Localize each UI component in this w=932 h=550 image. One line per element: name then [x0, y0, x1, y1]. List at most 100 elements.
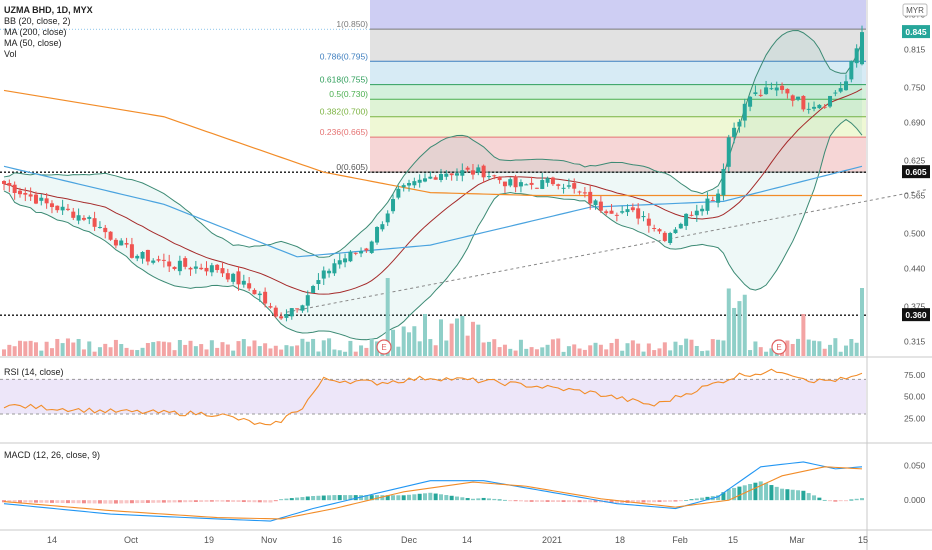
macd-histogram-bar	[854, 498, 859, 501]
macd-histogram-bar	[215, 500, 220, 502]
volume-bar	[289, 346, 294, 356]
volume-bar	[273, 345, 278, 356]
price-axis-tick: 0.815	[904, 45, 926, 55]
macd-histogram-bar	[364, 495, 369, 501]
volume-bar	[625, 343, 630, 356]
volume-bar	[790, 343, 795, 356]
macd-histogram-bar	[295, 497, 300, 501]
volume-bar	[758, 347, 763, 356]
x-axis-tick: 19	[204, 535, 214, 545]
volume-bar	[673, 341, 678, 356]
macd-histogram-bar	[822, 499, 827, 501]
volume-bar	[279, 349, 284, 356]
macd-histogram-bar	[833, 500, 838, 502]
candle-body	[380, 224, 385, 230]
candle-body	[284, 313, 289, 318]
candle-body	[801, 95, 806, 110]
candle-body	[417, 179, 422, 183]
candle-body	[113, 239, 118, 246]
rsi-axis-tick: 50.00	[904, 392, 926, 402]
currency-label: MYR	[906, 6, 924, 15]
volume-bar	[609, 342, 614, 356]
x-axis-tick: Mar	[789, 535, 805, 545]
x-axis-tick: 16	[332, 535, 342, 545]
candle-body	[204, 267, 209, 272]
volume-bar	[76, 338, 81, 356]
macd-histogram-bar	[161, 500, 166, 503]
candle-body	[860, 32, 864, 65]
candle-body	[71, 211, 76, 218]
volume-bar	[12, 346, 17, 356]
volume-bar	[167, 342, 172, 356]
volume-bar	[417, 341, 422, 356]
candle-body	[710, 200, 715, 202]
candle-body	[364, 248, 369, 251]
volume-bar	[785, 340, 790, 356]
volume-bar	[177, 340, 182, 356]
volume-bar	[801, 314, 806, 356]
volume-bar	[129, 349, 134, 356]
candle-body	[17, 190, 22, 195]
volume-bar	[694, 345, 699, 356]
macd-histogram-bar	[305, 496, 310, 501]
volume-bar	[540, 347, 545, 356]
volume-bar	[412, 326, 417, 356]
x-axis-tick: 14	[47, 535, 57, 545]
volume-bar	[860, 288, 864, 356]
volume-bar	[561, 351, 566, 356]
macd-histogram-bar	[769, 485, 774, 501]
candle-body	[268, 306, 273, 308]
volume-bar	[183, 344, 188, 356]
fib-zone	[370, 137, 866, 173]
candle-body	[550, 177, 555, 185]
macd-histogram-bar	[76, 500, 81, 504]
candle-body	[620, 211, 625, 213]
volume-bar	[529, 347, 534, 356]
volume-bar	[737, 301, 742, 356]
macd-histogram-bar	[838, 500, 843, 502]
volume-bar	[247, 346, 252, 356]
fib-level-label: 0.236(0.665)	[320, 127, 368, 137]
legend-vol: Vol	[4, 49, 17, 59]
volume-bar	[657, 348, 662, 356]
volume-bar	[444, 340, 449, 356]
candle-body	[609, 210, 614, 214]
candle-body	[7, 182, 12, 186]
volume-bar	[684, 338, 689, 356]
level-tag-0360-bg	[902, 308, 930, 322]
fib-zone	[370, 99, 866, 117]
volume-bar	[193, 346, 198, 356]
volume-bar	[668, 350, 673, 356]
volume-bar	[423, 314, 428, 356]
candle-body	[614, 214, 619, 216]
macd-histogram-bar	[17, 500, 22, 503]
volume-bar	[252, 340, 257, 356]
candle-body	[156, 259, 161, 261]
price-axis-tick: 0.500	[904, 228, 926, 238]
volume-bar	[716, 339, 721, 356]
volume-bar	[65, 338, 70, 356]
candle-body	[742, 103, 747, 121]
legend-bb: BB (20, close, 2)	[4, 16, 71, 26]
candle-body	[23, 193, 28, 195]
macd-histogram-bar	[289, 498, 294, 501]
volume-bar	[369, 338, 374, 356]
volume-bar	[550, 339, 555, 356]
macd-histogram-bar	[524, 500, 529, 502]
candle-body	[833, 92, 838, 94]
volume-bar	[172, 350, 177, 356]
candle-body	[49, 203, 54, 208]
macd-histogram-bar	[614, 500, 619, 504]
volume-bar	[545, 344, 550, 356]
candle-body	[177, 260, 182, 272]
volume-bar	[108, 347, 113, 356]
volume-bar	[225, 344, 230, 356]
fib-zone-top	[370, 0, 866, 30]
volume-bar	[700, 351, 705, 356]
macd-line	[3, 461, 863, 522]
candle-body	[721, 168, 726, 196]
volume-bar	[401, 326, 406, 356]
macd-histogram-bar	[316, 495, 321, 501]
candle-body	[289, 308, 294, 317]
